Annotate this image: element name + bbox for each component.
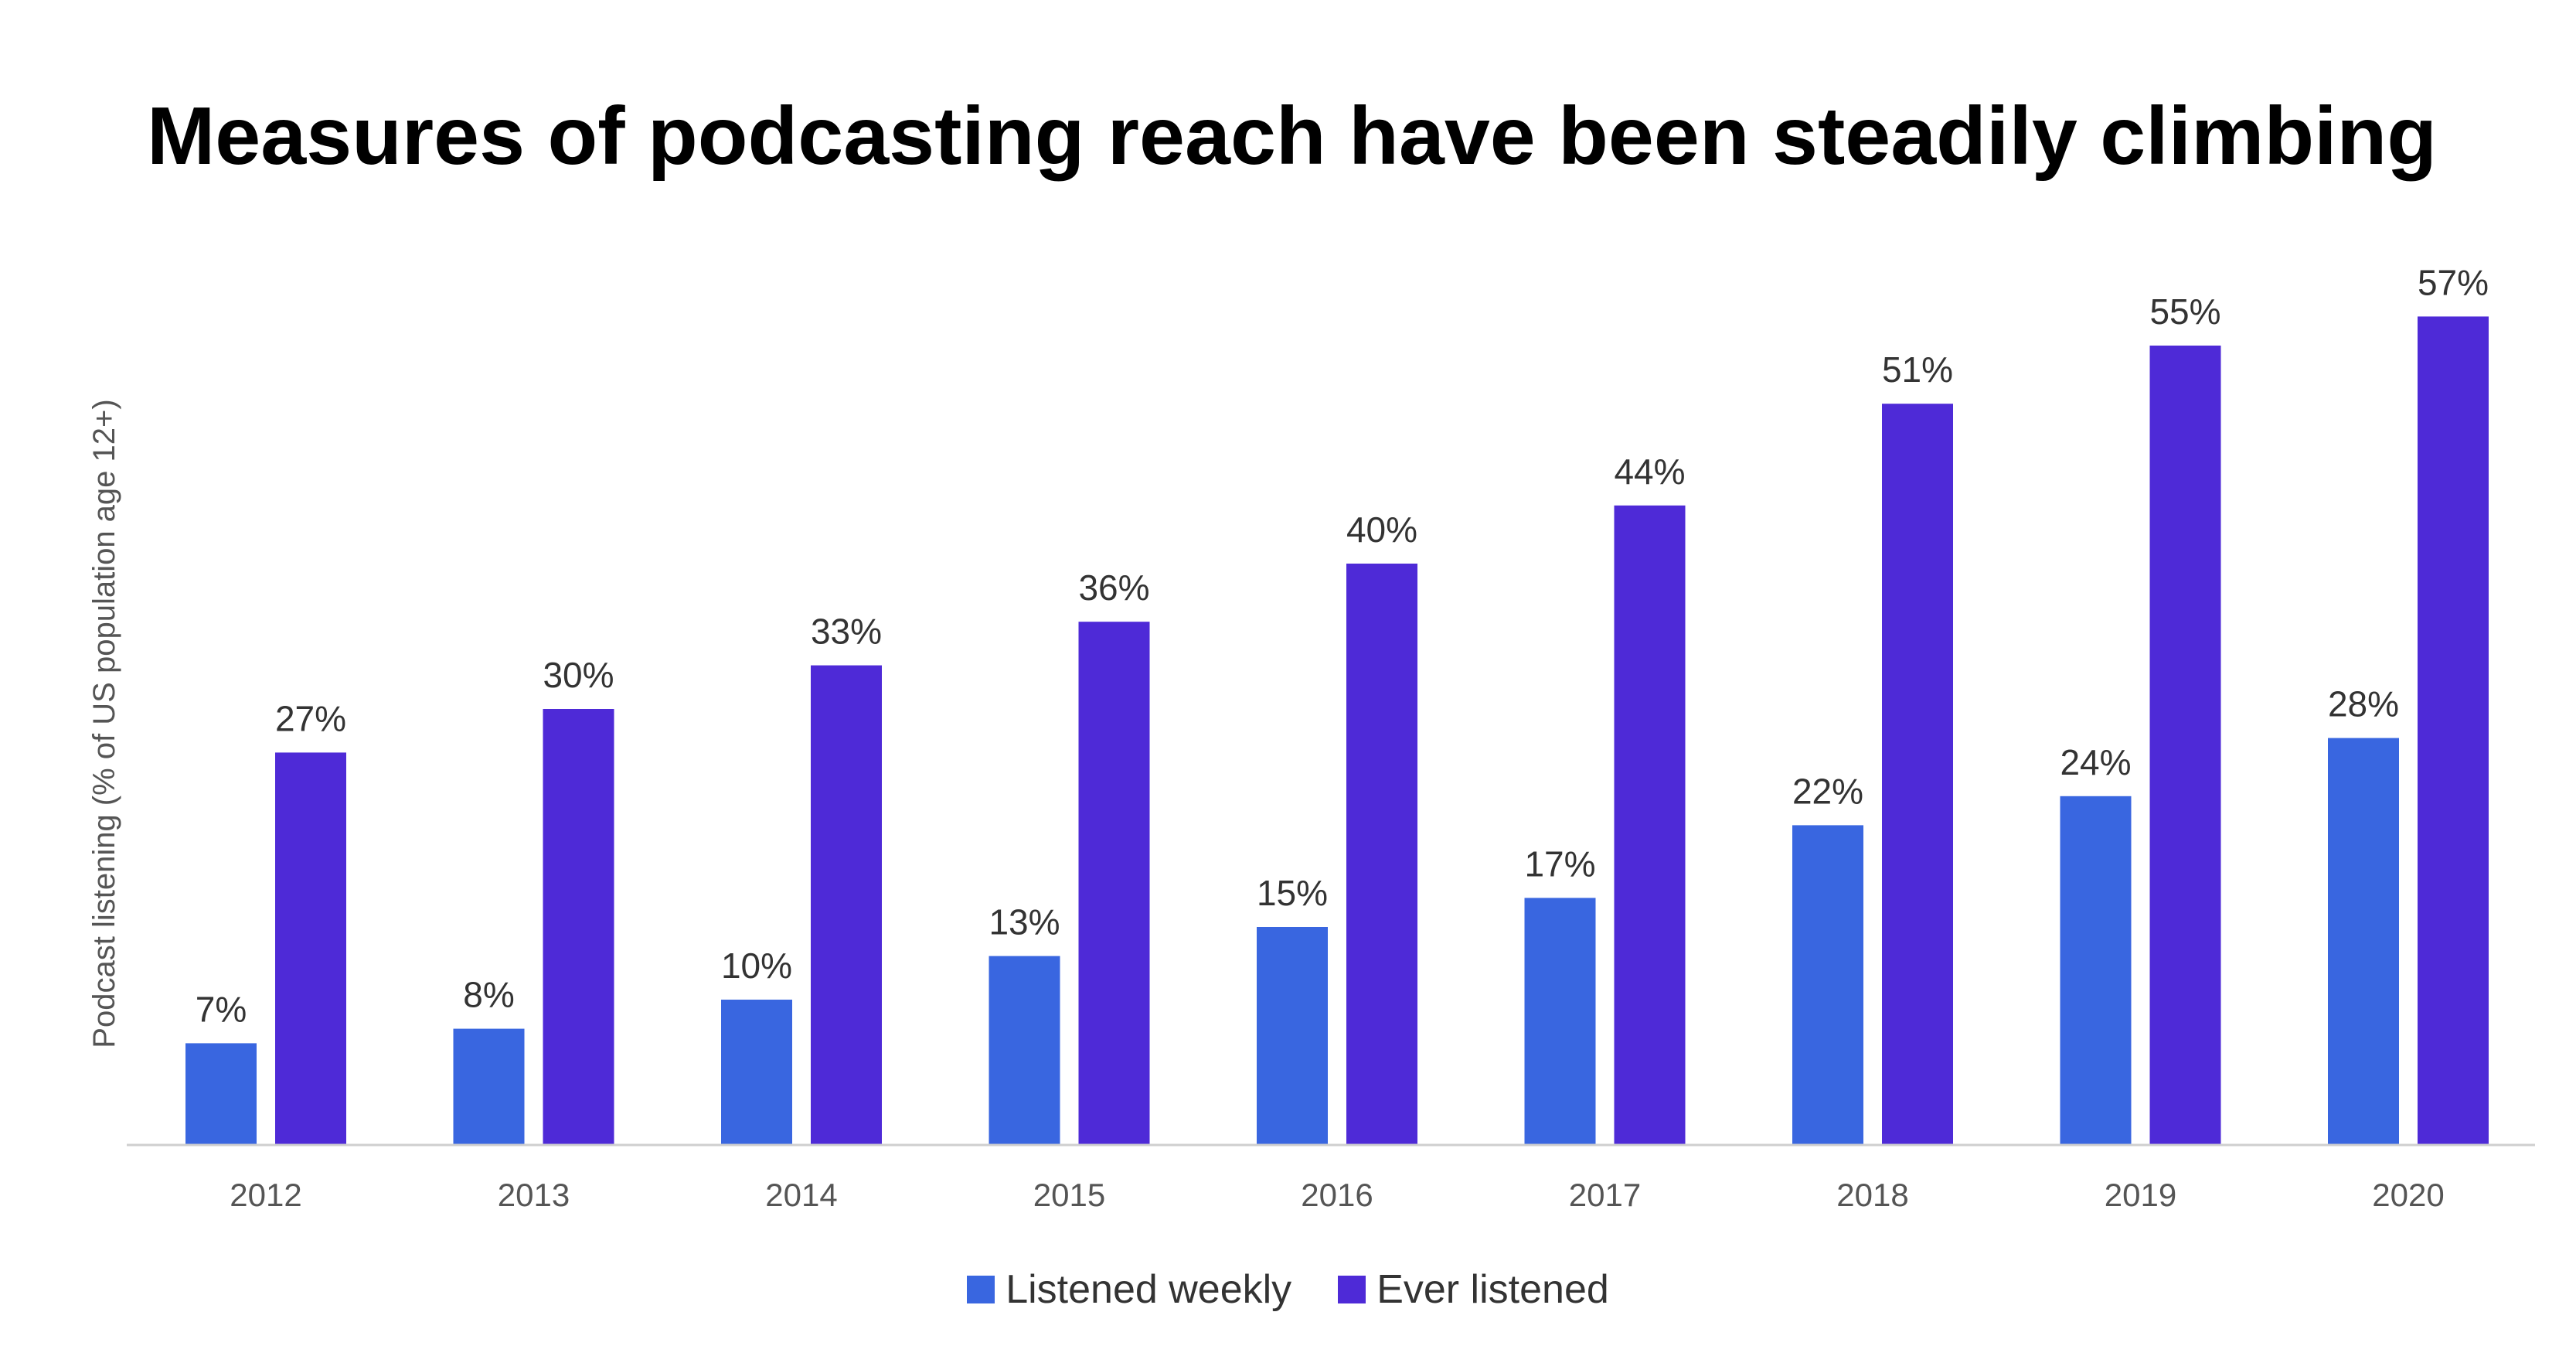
legend-swatch-listened-weekly xyxy=(967,1276,995,1303)
x-tick-label-2020: 2020 xyxy=(2372,1177,2444,1213)
value-label-listened-weekly-2012: 7% xyxy=(196,989,247,1029)
value-label-listened-weekly-2015: 13% xyxy=(989,902,1060,942)
value-label-ever-listened-2012: 27% xyxy=(275,698,346,738)
legend-item-listened-weekly: Listened weekly xyxy=(967,1266,1291,1313)
bar-listened-weekly-2017 xyxy=(1524,898,1596,1145)
value-label-listened-weekly-2018: 22% xyxy=(1792,771,1863,811)
bar-ever-listened-2015 xyxy=(1078,622,1150,1145)
y-axis-label: Podcast listening (% of US population ag… xyxy=(87,399,121,1048)
value-label-ever-listened-2016: 40% xyxy=(1346,509,1417,550)
bar-listened-weekly-2012 xyxy=(185,1043,257,1145)
value-label-listened-weekly-2017: 17% xyxy=(1524,843,1595,884)
legend-swatch-ever-listened xyxy=(1338,1276,1366,1303)
bar-ever-listened-2019 xyxy=(2149,346,2221,1145)
value-label-ever-listened-2018: 51% xyxy=(1882,349,1953,390)
bar-ever-listened-2013 xyxy=(543,709,614,1145)
chart-title: Measures of podcasting reach have been s… xyxy=(147,90,2438,182)
value-label-listened-weekly-2014: 10% xyxy=(721,946,792,986)
value-label-ever-listened-2015: 36% xyxy=(1078,567,1149,608)
x-tick-label-2019: 2019 xyxy=(2105,1177,2176,1213)
bar-listened-weekly-2020 xyxy=(2328,738,2399,1145)
bar-ever-listened-2012 xyxy=(275,752,346,1145)
bar-listened-weekly-2013 xyxy=(453,1028,525,1145)
bar-listened-weekly-2016 xyxy=(1257,927,1328,1145)
x-tick-label-2014: 2014 xyxy=(765,1177,837,1213)
bar-listened-weekly-2014 xyxy=(721,1000,792,1145)
bar-ever-listened-2014 xyxy=(811,665,882,1145)
bar-ever-listened-2016 xyxy=(1346,564,1417,1145)
value-label-listened-weekly-2020: 28% xyxy=(2328,684,2399,724)
bar-listened-weekly-2019 xyxy=(2060,796,2132,1145)
value-label-listened-weekly-2019: 24% xyxy=(2060,742,2131,782)
bars-group xyxy=(185,316,2489,1145)
bar-ever-listened-2018 xyxy=(1882,404,1953,1145)
legend: Listened weekly Ever listened xyxy=(0,1266,2576,1313)
x-tick-label-2016: 2016 xyxy=(1301,1177,1373,1213)
x-tick-label-2012: 2012 xyxy=(230,1177,301,1213)
bar-listened-weekly-2015 xyxy=(989,956,1060,1145)
value-label-listened-weekly-2013: 8% xyxy=(463,975,514,1015)
x-tick-label-2015: 2015 xyxy=(1033,1177,1105,1213)
x-tick-label-2013: 2013 xyxy=(498,1177,570,1213)
value-label-listened-weekly-2016: 15% xyxy=(1257,873,1328,913)
x-tick-label-2017: 2017 xyxy=(1569,1177,1641,1213)
value-label-ever-listened-2013: 30% xyxy=(543,655,614,695)
bar-ever-listened-2020 xyxy=(2418,316,2489,1145)
legend-label-listened-weekly: Listened weekly xyxy=(1006,1267,1292,1312)
x-tick-label-2018: 2018 xyxy=(1836,1177,1908,1213)
legend-label-ever-listened: Ever listened xyxy=(1376,1267,1609,1312)
value-label-ever-listened-2017: 44% xyxy=(1614,452,1685,492)
value-label-ever-listened-2020: 57% xyxy=(2418,262,2489,302)
value-labels-group: 7% 27% 8% 30% 10% 33% 13% 36% 15% 40% 17% 44% 22% 51%… xyxy=(196,262,2489,1029)
x-tick-labels-group: 2012 2013 2014 2015 2016 2017 2018 2019 2020 xyxy=(230,1177,2444,1213)
value-label-ever-listened-2019: 55% xyxy=(2149,291,2220,332)
bar-ever-listened-2017 xyxy=(1614,505,1686,1145)
bar-listened-weekly-2018 xyxy=(1792,825,1863,1145)
legend-item-ever-listened: Ever listened xyxy=(1338,1266,1609,1313)
value-label-ever-listened-2014: 33% xyxy=(811,612,882,652)
